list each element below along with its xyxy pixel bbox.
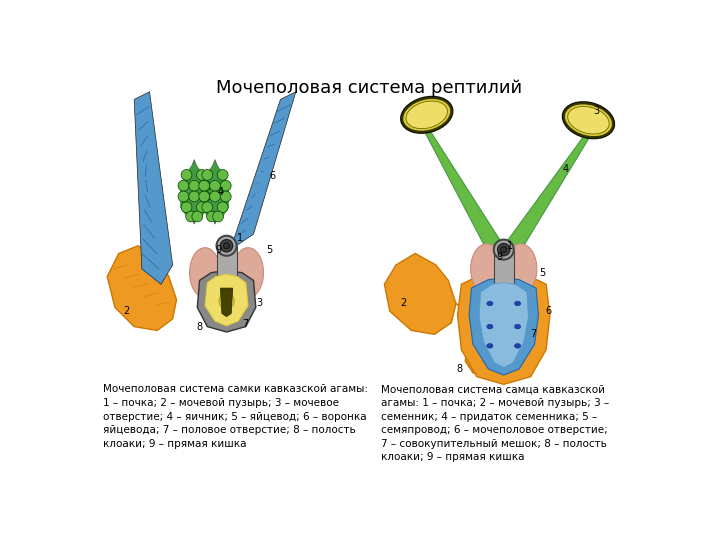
Ellipse shape: [199, 191, 210, 202]
Ellipse shape: [192, 211, 203, 222]
Text: 5: 5: [539, 268, 545, 278]
Text: 8: 8: [197, 322, 202, 332]
Polygon shape: [384, 253, 456, 334]
Ellipse shape: [487, 301, 493, 306]
Text: 3: 3: [593, 106, 599, 116]
Polygon shape: [456, 303, 500, 377]
Ellipse shape: [564, 103, 613, 137]
Ellipse shape: [197, 170, 207, 180]
Polygon shape: [212, 159, 218, 167]
Text: 2: 2: [123, 306, 130, 316]
Text: Мочеполовая система самца кавказской
агамы: 1 – почка; 2 – мочевой пузырь; 3 –
с: Мочеполовая система самца кавказской ага…: [381, 384, 609, 462]
Text: 9: 9: [216, 245, 222, 254]
Polygon shape: [494, 249, 514, 288]
Polygon shape: [479, 283, 528, 367]
Ellipse shape: [199, 191, 210, 202]
Text: Мочеполовая система самки кавказской агамы:
1 – почка; 2 – мочевой пузырь; 3 – м: Мочеполовая система самки кавказской ага…: [104, 384, 369, 449]
Ellipse shape: [515, 343, 521, 348]
Ellipse shape: [471, 244, 503, 294]
Ellipse shape: [498, 244, 510, 256]
Polygon shape: [217, 246, 237, 284]
Ellipse shape: [494, 240, 514, 260]
Text: 4: 4: [562, 164, 568, 174]
Text: 6: 6: [545, 306, 552, 316]
Ellipse shape: [217, 202, 228, 213]
Text: 9: 9: [497, 252, 503, 262]
Polygon shape: [191, 159, 197, 167]
Ellipse shape: [202, 202, 212, 213]
Ellipse shape: [197, 202, 207, 213]
Polygon shape: [205, 274, 248, 326]
Text: 1: 1: [238, 233, 243, 243]
Ellipse shape: [220, 240, 233, 252]
Ellipse shape: [199, 180, 210, 191]
Polygon shape: [134, 92, 173, 284]
Polygon shape: [191, 217, 197, 224]
Ellipse shape: [220, 191, 231, 202]
Ellipse shape: [505, 244, 537, 294]
Ellipse shape: [189, 248, 220, 298]
Ellipse shape: [181, 202, 192, 213]
Ellipse shape: [212, 211, 223, 222]
Ellipse shape: [217, 170, 228, 180]
Ellipse shape: [217, 236, 237, 256]
Polygon shape: [220, 288, 233, 316]
Polygon shape: [505, 133, 590, 254]
Ellipse shape: [567, 106, 609, 134]
Text: Мочеполовая система рептилий: Мочеполовая система рептилий: [216, 79, 522, 97]
Text: 8: 8: [456, 364, 462, 374]
Ellipse shape: [515, 325, 521, 329]
Polygon shape: [107, 246, 176, 330]
Ellipse shape: [207, 211, 217, 222]
Ellipse shape: [202, 170, 212, 180]
Text: 6: 6: [270, 172, 276, 181]
Ellipse shape: [515, 301, 521, 306]
Ellipse shape: [178, 191, 189, 202]
Polygon shape: [469, 278, 539, 375]
Polygon shape: [180, 163, 208, 221]
Polygon shape: [457, 273, 550, 384]
Polygon shape: [197, 271, 256, 332]
Text: 3: 3: [256, 299, 262, 308]
Text: 4: 4: [217, 187, 223, 197]
Polygon shape: [201, 163, 229, 221]
Polygon shape: [230, 92, 296, 249]
Ellipse shape: [402, 98, 451, 132]
Ellipse shape: [181, 170, 192, 180]
Ellipse shape: [233, 248, 264, 298]
Ellipse shape: [189, 191, 199, 202]
Text: 5: 5: [266, 245, 272, 254]
Ellipse shape: [210, 191, 220, 202]
Ellipse shape: [223, 242, 230, 249]
Ellipse shape: [189, 180, 199, 191]
Ellipse shape: [487, 343, 493, 348]
Polygon shape: [425, 129, 503, 254]
Ellipse shape: [199, 180, 210, 191]
Text: 7: 7: [243, 319, 249, 329]
Ellipse shape: [186, 211, 197, 222]
Text: 7: 7: [530, 329, 536, 339]
Text: 2: 2: [400, 299, 407, 308]
Ellipse shape: [487, 325, 493, 329]
Ellipse shape: [178, 180, 189, 191]
Ellipse shape: [210, 180, 220, 191]
Text: 1: 1: [507, 241, 513, 251]
Ellipse shape: [219, 294, 234, 309]
Polygon shape: [212, 217, 218, 224]
Ellipse shape: [406, 101, 448, 129]
Ellipse shape: [220, 180, 231, 191]
Ellipse shape: [500, 247, 507, 253]
